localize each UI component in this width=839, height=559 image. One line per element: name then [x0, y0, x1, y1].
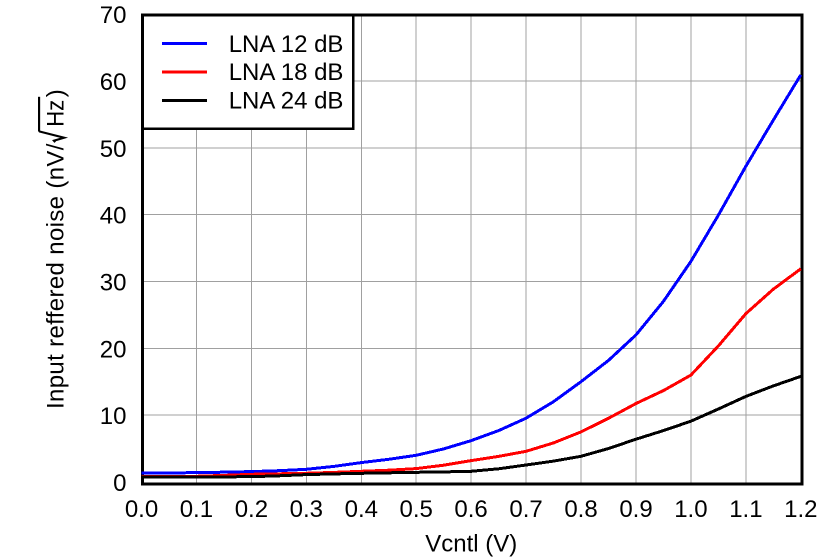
svg-text:LNA 12 dB: LNA 12 dB	[229, 31, 344, 58]
svg-text:30: 30	[100, 270, 127, 297]
svg-text:0.7: 0.7	[509, 496, 542, 523]
svg-text:20: 20	[100, 336, 127, 363]
svg-text:1.1: 1.1	[729, 496, 762, 523]
svg-text:40: 40	[100, 203, 127, 230]
svg-text:1.0: 1.0	[674, 496, 707, 523]
svg-text:Vcntl (V): Vcntl (V)	[425, 531, 517, 558]
svg-text:0: 0	[113, 470, 126, 497]
svg-text:LNA 18 dB: LNA 18 dB	[229, 59, 344, 86]
svg-text:10: 10	[100, 403, 127, 430]
svg-text:0.0: 0.0	[125, 496, 158, 523]
svg-text:0.2: 0.2	[235, 496, 268, 523]
svg-text:0.9: 0.9	[619, 496, 652, 523]
svg-text:0.6: 0.6	[454, 496, 487, 523]
svg-text:50: 50	[100, 136, 127, 163]
svg-text:): )	[43, 89, 70, 97]
svg-text:1.2: 1.2	[784, 496, 817, 523]
svg-text:0.1: 0.1	[180, 496, 213, 523]
svg-text:0.5: 0.5	[400, 496, 433, 523]
svg-text:0.4: 0.4	[345, 496, 378, 523]
svg-text:Hz: Hz	[43, 100, 70, 127]
svg-text:60: 60	[100, 69, 127, 96]
svg-text:0.3: 0.3	[290, 496, 323, 523]
svg-text:0.8: 0.8	[564, 496, 597, 523]
svg-text:LNA 24 dB: LNA 24 dB	[229, 88, 344, 115]
svg-text:Input reffered noise (nV/: Input reffered noise (nV/	[43, 143, 70, 409]
svg-text:70: 70	[100, 2, 127, 29]
